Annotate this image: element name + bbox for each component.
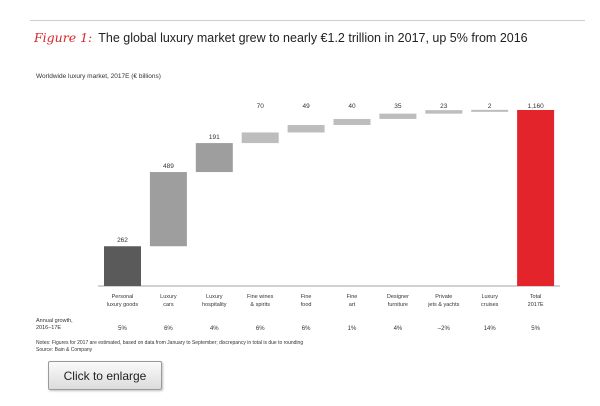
category-label-9-1: 2017E: [528, 302, 544, 308]
source-text: Source: Bain & Company: [36, 347, 93, 353]
category-label-7-0: Private: [435, 294, 452, 300]
category-label-5-1: art: [349, 302, 356, 308]
bar-1: [149, 172, 187, 247]
bar-5: [333, 118, 371, 126]
category-label-2-0: Luxury: [206, 294, 223, 300]
category-label-6-0: Designer: [387, 294, 409, 300]
value-label-2: 191: [209, 134, 220, 141]
bar-0: [104, 246, 141, 286]
figure-label: Figure 1:: [34, 30, 93, 45]
chart-subtitle: Worldwide luxury market, 2017E (€ billio…: [36, 73, 161, 80]
category-label-2-1: hospitality: [202, 302, 227, 308]
value-label-8: 2: [488, 103, 492, 110]
figure-title: Figure 1: The global luxury market grew t…: [34, 30, 528, 45]
category-label-5-0: Fine: [347, 294, 358, 300]
category-label-3-0: Fine wines: [247, 294, 274, 300]
growth-value-1: 6%: [164, 326, 173, 332]
click-to-enlarge-button[interactable]: Click to enlarge: [48, 361, 162, 390]
category-label-4-0: Fine: [301, 294, 312, 300]
growth-row-label-1: 2016–17E: [36, 325, 61, 331]
bar-8: [471, 109, 509, 112]
bar-6: [379, 113, 417, 119]
growth-value-6: 4%: [394, 326, 403, 332]
value-label-7: 23: [440, 103, 448, 110]
category-label-6-1: furniture: [388, 302, 408, 308]
growth-value-8: 14%: [484, 326, 497, 332]
category-label-1-1: cars: [163, 302, 174, 308]
bar-3: [241, 132, 279, 144]
category-label-1-0: Luxury: [160, 294, 177, 300]
category-label-7-1: jets & yachts: [427, 302, 459, 308]
value-label-1: 489: [163, 163, 174, 170]
category-label-0-1: luxury goods: [107, 302, 138, 308]
figure-title-text: The global luxury market grew to nearly …: [98, 31, 528, 45]
value-label-0: 262: [117, 237, 128, 244]
growth-value-2: 4%: [210, 326, 219, 332]
value-label-5: 40: [348, 103, 356, 110]
growth-value-4: 6%: [302, 326, 311, 332]
bar-2: [195, 143, 233, 173]
value-label-3: 70: [257, 103, 265, 110]
value-label-6: 35: [394, 103, 402, 110]
category-label-9-0: Total: [530, 294, 542, 300]
growth-row-label-0: Annual growth,: [36, 318, 73, 324]
growth-value-3: 6%: [256, 326, 265, 332]
value-label-4: 49: [302, 103, 310, 110]
category-label-3-1: & spirits: [250, 302, 270, 308]
category-label-8-0: Luxury: [481, 294, 498, 300]
growth-value-5: 1%: [348, 326, 357, 332]
top-rule: [30, 20, 585, 21]
value-label-9: 1,160: [527, 103, 544, 110]
growth-value-0: 5%: [118, 326, 127, 332]
category-label-4-1: food: [301, 302, 312, 308]
growth-value-9: 5%: [531, 326, 540, 332]
bar-7: [425, 110, 463, 114]
bar-4: [287, 125, 325, 133]
category-label-0-0: Personal: [112, 294, 134, 300]
growth-value-7: –2%: [438, 326, 451, 332]
notes-text: Notes: Figures for 2017 are estimated, b…: [36, 340, 304, 346]
category-label-8-1: cruises: [481, 302, 499, 308]
bar-9: [517, 110, 555, 286]
